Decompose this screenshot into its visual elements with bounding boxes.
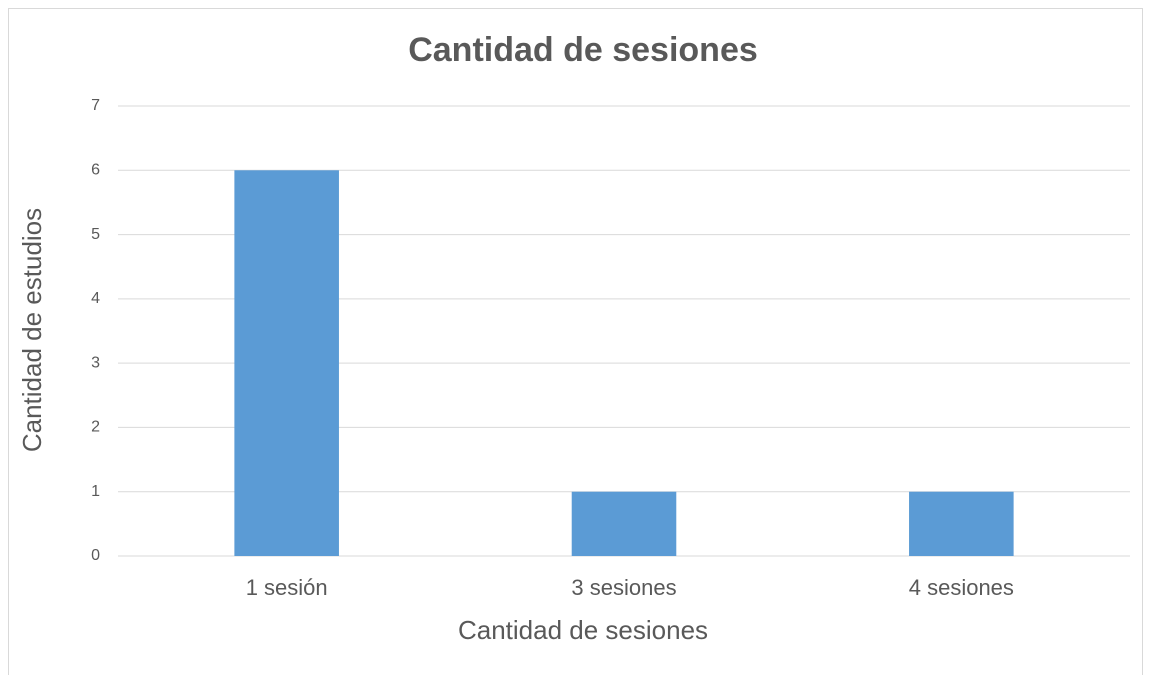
y-tick-label: 4: [91, 290, 100, 307]
chart-frame: [8, 8, 1143, 675]
x-tick-label: 3 sesiones: [571, 575, 676, 600]
y-tick-label: 1: [91, 483, 100, 500]
y-axis-label: Cantidad de estudios: [17, 208, 47, 452]
y-tick-label: 0: [91, 547, 100, 564]
y-tick-label: 5: [91, 226, 100, 243]
bar: [234, 170, 339, 557]
y-tick-label: 7: [91, 97, 100, 114]
chart-title: Cantidad de sesiones: [408, 31, 758, 69]
y-tick-label: 3: [91, 354, 100, 371]
y-tick-label: 2: [91, 419, 100, 436]
bar: [571, 491, 677, 556]
y-tick-label: 6: [91, 162, 100, 179]
x-axis-label: Cantidad de sesiones: [458, 615, 708, 645]
x-tick-label: 4 sesiones: [909, 575, 1014, 600]
x-tick-label: 1 sesión: [246, 575, 328, 600]
bar: [909, 491, 1014, 556]
